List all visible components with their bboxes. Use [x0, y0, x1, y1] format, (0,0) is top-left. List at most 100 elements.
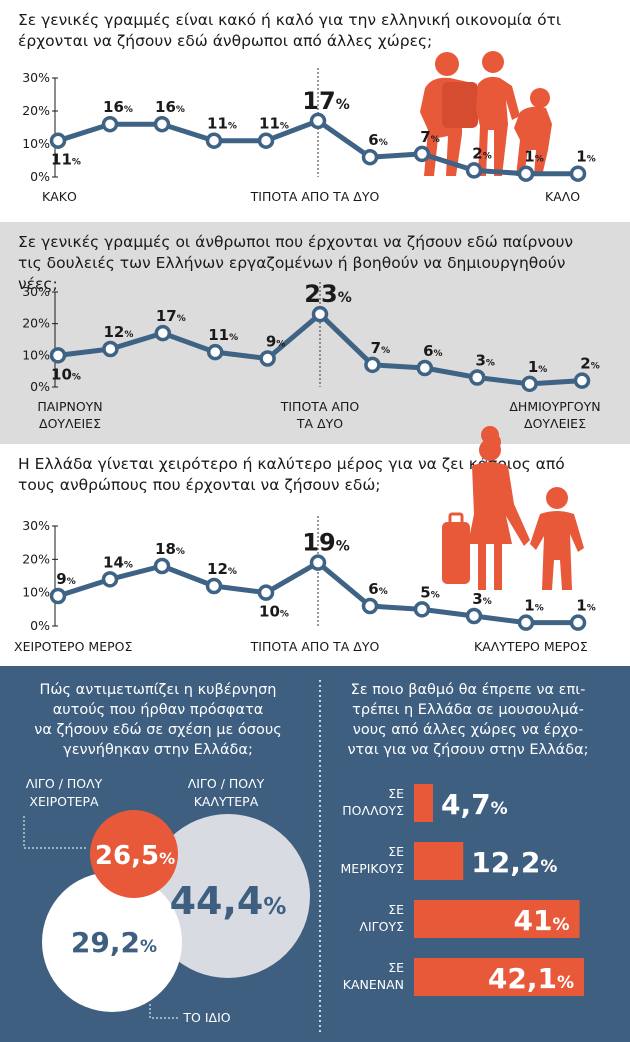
label-same: ΤΟ ΙΔΙΟ [182, 1010, 230, 1025]
data-point [154, 324, 172, 342]
data-point [206, 343, 224, 361]
data-point [257, 584, 275, 601]
data-point [309, 554, 327, 571]
data-label: 2% [580, 355, 599, 373]
y-tick-label: 20% [22, 103, 50, 118]
y-tick-label: 30% [22, 518, 50, 533]
bar [414, 900, 580, 938]
line-chart-economy: 30%20%10%0%11%16% 16%11% 11%17%6% 7%2% 1% 1% [22, 51, 596, 184]
data-label: 11% [259, 115, 289, 133]
bottom-charts: Πώς αντιμετωπίζει η κυβέρνηση αυτούς που … [23, 680, 589, 1032]
y-tick-label: 20% [22, 551, 50, 566]
data-point [573, 372, 591, 389]
bar-value: 42,1% [488, 962, 574, 995]
data-point [517, 165, 535, 182]
bar-category: ΣΕ ΜΕΡΙΚΟΥΣ [341, 844, 405, 876]
data-label: 10% [51, 365, 81, 383]
bar-value: 12,2% [471, 846, 557, 879]
data-point [361, 597, 379, 615]
data-label: 23% [304, 280, 351, 308]
data-point [259, 350, 276, 367]
data-label: 17% [156, 307, 186, 325]
data-point [569, 165, 587, 182]
data-label: 1% [528, 358, 547, 376]
value-worse: 26,5% [95, 841, 175, 871]
bar-value: 4,7% [441, 788, 508, 821]
data-point [101, 571, 119, 588]
data-label: 3% [475, 352, 494, 370]
leader-worse [23, 816, 88, 849]
y-tick-label: 30% [22, 284, 50, 299]
label-better: ΛΙΓΟ / ΠΟΛΥ ΚΑΛΥΤΕΡΑ [188, 776, 265, 809]
data-label: 2% [472, 144, 491, 162]
data-point [153, 557, 171, 575]
data-point [465, 607, 483, 625]
data-point [413, 145, 431, 163]
data-point [361, 148, 379, 166]
data-label: 18% [155, 540, 185, 558]
data-label: 14% [103, 553, 133, 571]
bar-category: ΣΕ ΠΟΛΛΟΥΣ [342, 786, 404, 818]
chart-title: Σε γενικές γραμμές οι άνθρωποι που έρχον… [18, 233, 574, 293]
y-tick-label: 20% [22, 316, 50, 331]
data-label: 5% [420, 583, 439, 601]
data-label: 16% [103, 98, 133, 116]
circle-better [146, 814, 310, 978]
data-label: 17% [302, 87, 349, 115]
chart-panel-economy: Σε γενικές γραμμές είναι κακό ή καλό για… [0, 0, 630, 222]
x-label-center: ΤΙΠΟΤΑ ΑΠΟ ΤΑ ΔΥΟ [250, 639, 380, 654]
data-label: 3% [472, 590, 491, 608]
chart-title: Σε γενικές γραμμές είναι κακό ή καλό για… [18, 11, 562, 50]
x-label-left: ΠΑΙΡΝΟΥΝ ΔΟΥΛΕΙΕΣ [37, 399, 103, 431]
data-point [257, 132, 275, 149]
data-point [49, 132, 67, 149]
data-point [468, 369, 486, 386]
line-chart-jobs: 30%20%10%0%10%12%17%11% 9%23%7% 6% 3% 1% 2% [22, 280, 600, 394]
y-tick-label: 0% [30, 379, 50, 394]
data-label: 1% [576, 148, 595, 166]
data-label: 12% [103, 323, 133, 341]
chart-title: Η Ελλάδα γίνεται χειρότερο ή καλύτερο μέ… [18, 455, 565, 494]
y-tick-label: 10% [22, 347, 50, 362]
data-label: 9% [266, 333, 285, 351]
data-point [416, 359, 434, 377]
data-label: 6% [368, 131, 387, 149]
x-label-center: ΤΙΠΟΤΑ ΑΠΟ ΤΑ ΔΥΟ [280, 399, 360, 431]
data-label: 11% [207, 115, 237, 133]
data-label: 7% [371, 339, 390, 357]
data-point [153, 115, 171, 133]
series-line [57, 311, 583, 387]
data-label: 10% [259, 603, 289, 621]
data-point [49, 347, 67, 364]
bar [414, 784, 433, 822]
x-label-right: ΔΗΜΙΟΥΡΓΟΥΝ ΔΟΥΛΕΙΕΣ [509, 399, 601, 431]
y-tick-label: 0% [30, 169, 50, 184]
bar-category: ΣΕ ΚΑΝΕΝΑΝ [343, 960, 404, 992]
venn-title: Πώς αντιμετωπίζει η κυβέρνηση αυτούς που … [34, 682, 282, 758]
x-label-left: ΧΕΙΡΟΤΕΡΟ ΜΕΡΟΣ [14, 639, 133, 654]
mother-child-icon [442, 426, 584, 590]
y-tick-label: 10% [22, 136, 50, 151]
bar [414, 958, 584, 996]
data-point [205, 577, 223, 595]
data-point [101, 115, 119, 133]
data-point [465, 162, 483, 179]
data-point [309, 112, 327, 130]
data-label: 9% [56, 570, 75, 588]
bar [414, 842, 464, 880]
value-better: 44,4% [170, 879, 287, 923]
circle-worse [90, 810, 178, 898]
data-point [364, 356, 381, 374]
data-label: 19% [302, 529, 349, 557]
data-label: 11% [208, 326, 238, 344]
bar-category: ΣΕ ΛΙΓΟΥΣ [359, 902, 404, 934]
x-label-left: ΚΑΚΟ [42, 189, 77, 204]
data-point [205, 132, 223, 149]
data-label: 7% [420, 128, 439, 146]
x-label-center: ΤΙΠΟΤΑ ΑΠΟ ΤΑ ΔΥΟ [250, 189, 380, 204]
bottom-panel: Πώς αντιμετωπίζει η κυβέρνηση αυτούς που … [0, 666, 630, 1042]
data-label: 6% [423, 342, 442, 360]
data-label: 1% [524, 597, 543, 615]
chart-panel-jobs: Σε γενικές γραμμές οι άνθρωποι που έρχον… [0, 222, 630, 444]
